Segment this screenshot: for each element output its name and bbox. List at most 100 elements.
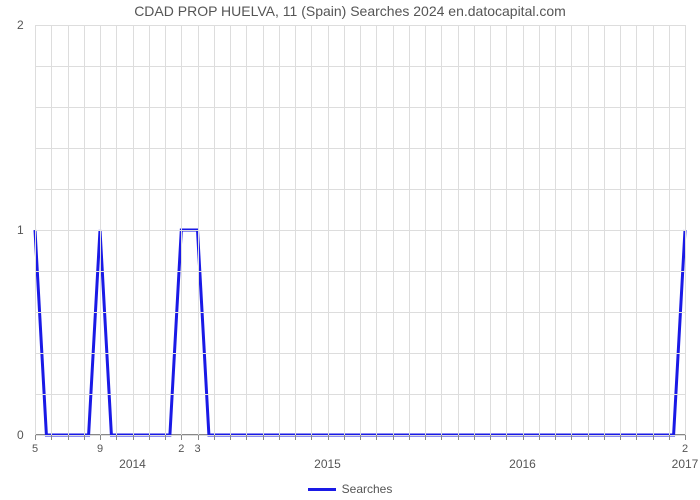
x-minor-tick xyxy=(490,435,491,440)
x-minor-tick xyxy=(84,435,85,440)
v-gridline xyxy=(311,25,312,435)
chart-container: CDAD PROP HUELVA, 11 (Spain) Searches 20… xyxy=(0,0,700,500)
x-minor-tick xyxy=(328,435,329,440)
x-year-label: 2014 xyxy=(119,457,146,471)
x-minor-tick xyxy=(636,435,637,440)
v-gridline xyxy=(360,25,361,435)
x-minor-tick xyxy=(539,435,540,440)
x-minor-tick xyxy=(51,435,52,440)
x-minor-tick xyxy=(588,435,589,440)
x-minor-tick xyxy=(149,435,150,440)
v-gridline xyxy=(84,25,85,435)
v-gridline xyxy=(214,25,215,435)
v-gridline xyxy=(51,25,52,435)
v-gridline xyxy=(68,25,69,435)
x-tick-label: 2 xyxy=(178,443,184,455)
x-minor-tick xyxy=(458,435,459,440)
x-minor-tick xyxy=(376,435,377,440)
x-minor-tick xyxy=(506,435,507,440)
x-tick-label: 2 xyxy=(682,443,688,455)
x-tick-label: 5 xyxy=(32,443,38,455)
x-minor-tick xyxy=(181,435,182,440)
v-gridline xyxy=(133,25,134,435)
y-tick-label: 1 xyxy=(17,223,24,237)
v-gridline xyxy=(100,25,101,435)
v-gridline xyxy=(588,25,589,435)
x-minor-tick xyxy=(165,435,166,440)
v-gridline xyxy=(295,25,296,435)
x-year-label: 2015 xyxy=(314,457,341,471)
x-minor-tick xyxy=(555,435,556,440)
v-gridline xyxy=(35,25,36,435)
v-gridline xyxy=(458,25,459,435)
x-tick-label: 9 xyxy=(97,443,103,455)
x-minor-tick xyxy=(441,435,442,440)
y-tick-label: 2 xyxy=(17,18,24,32)
legend-label: Searches xyxy=(342,482,393,496)
x-tick-label: 3 xyxy=(194,443,200,455)
v-gridline xyxy=(653,25,654,435)
v-gridline xyxy=(393,25,394,435)
x-minor-tick xyxy=(685,435,686,440)
x-minor-tick xyxy=(246,435,247,440)
v-gridline xyxy=(409,25,410,435)
v-gridline xyxy=(376,25,377,435)
v-gridline xyxy=(344,25,345,435)
v-gridline xyxy=(620,25,621,435)
v-gridline xyxy=(165,25,166,435)
v-gridline xyxy=(149,25,150,435)
v-gridline xyxy=(263,25,264,435)
v-gridline xyxy=(636,25,637,435)
x-minor-tick xyxy=(198,435,199,440)
v-gridline xyxy=(669,25,670,435)
v-gridline xyxy=(279,25,280,435)
x-minor-tick xyxy=(393,435,394,440)
v-gridline xyxy=(198,25,199,435)
x-minor-tick xyxy=(68,435,69,440)
v-gridline xyxy=(246,25,247,435)
v-gridline xyxy=(328,25,329,435)
x-minor-tick xyxy=(100,435,101,440)
v-gridline xyxy=(181,25,182,435)
x-minor-tick xyxy=(214,435,215,440)
x-minor-tick xyxy=(669,435,670,440)
x-year-label: 2016 xyxy=(509,457,536,471)
plot-area: 012592322014201520162017 xyxy=(35,25,685,435)
v-gridline xyxy=(685,25,686,435)
x-minor-tick xyxy=(571,435,572,440)
x-minor-tick xyxy=(279,435,280,440)
v-gridline xyxy=(441,25,442,435)
x-minor-tick xyxy=(263,435,264,440)
y-tick-label: 0 xyxy=(17,428,24,442)
v-gridline xyxy=(425,25,426,435)
x-minor-tick xyxy=(653,435,654,440)
x-minor-tick xyxy=(620,435,621,440)
x-minor-tick xyxy=(604,435,605,440)
chart-title: CDAD PROP HUELVA, 11 (Spain) Searches 20… xyxy=(0,3,700,19)
v-gridline xyxy=(523,25,524,435)
x-minor-tick xyxy=(133,435,134,440)
x-minor-tick xyxy=(474,435,475,440)
x-minor-tick xyxy=(360,435,361,440)
v-gridline xyxy=(506,25,507,435)
x-minor-tick xyxy=(523,435,524,440)
x-minor-tick xyxy=(425,435,426,440)
x-minor-tick xyxy=(409,435,410,440)
x-minor-tick xyxy=(344,435,345,440)
v-gridline xyxy=(604,25,605,435)
x-minor-tick xyxy=(116,435,117,440)
v-gridline xyxy=(571,25,572,435)
x-minor-tick xyxy=(35,435,36,440)
v-gridline xyxy=(539,25,540,435)
v-gridline xyxy=(230,25,231,435)
x-minor-tick xyxy=(311,435,312,440)
x-year-label: 2017 xyxy=(672,457,699,471)
v-gridline xyxy=(474,25,475,435)
x-minor-tick xyxy=(230,435,231,440)
x-minor-tick xyxy=(295,435,296,440)
v-gridline xyxy=(555,25,556,435)
legend-swatch xyxy=(308,488,336,491)
v-gridline xyxy=(116,25,117,435)
v-gridline xyxy=(490,25,491,435)
legend: Searches xyxy=(0,481,700,496)
